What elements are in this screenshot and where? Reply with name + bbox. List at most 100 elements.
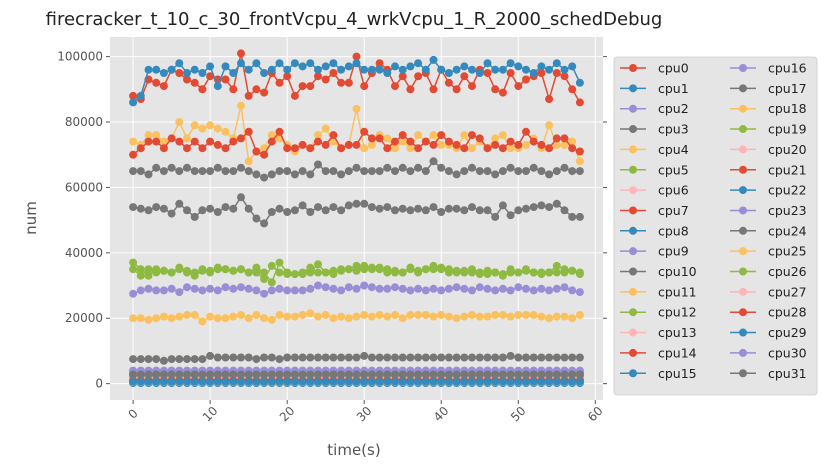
- data-point-cpu0: [306, 82, 315, 91]
- data-point-cpu17: [275, 355, 284, 364]
- data-point-cpu17: [437, 353, 446, 362]
- data-point-cpu17: [514, 353, 523, 362]
- data-point-cpu9: [306, 284, 315, 293]
- data-point-cpu19: [444, 268, 453, 277]
- data-point-cpu1: [283, 65, 292, 74]
- legend-label: cpu19: [768, 122, 807, 137]
- data-point-cpu19: [398, 268, 407, 277]
- data-point-cpu3: [275, 167, 284, 176]
- data-point-cpu3: [298, 167, 307, 176]
- data-point-cpu17: [429, 353, 438, 362]
- legend-item-cpu12: cpu12: [620, 305, 697, 320]
- data-point-cpu4: [460, 131, 469, 140]
- data-point-cpu7: [560, 134, 569, 143]
- data-point-cpu9: [213, 286, 222, 295]
- data-point-cpu19: [552, 268, 561, 277]
- data-point-cpu3: [314, 160, 322, 169]
- legend-swatch-marker: [629, 348, 637, 357]
- data-point-cpu29: [452, 377, 461, 386]
- legend-swatch-marker: [739, 186, 747, 195]
- data-point-cpu3: [152, 163, 161, 172]
- data-point-cpu0: [237, 49, 245, 58]
- data-point-cpu9: [406, 286, 415, 295]
- legend-swatch-marker: [629, 165, 637, 174]
- y-axis: 0 20000 40000 60000 80000 100000: [57, 50, 110, 391]
- data-point-cpu0: [290, 91, 299, 100]
- data-point-cpu31: [522, 370, 530, 379]
- data-point-cpu9: [344, 283, 353, 292]
- data-point-cpu0: [391, 82, 399, 91]
- data-point-cpu19: [267, 261, 276, 270]
- data-point-cpu9: [529, 286, 538, 295]
- data-point-cpu17: [352, 353, 361, 362]
- data-point-cpu10: [344, 201, 353, 210]
- data-point-cpu4: [437, 140, 446, 149]
- data-point-cpu1: [129, 98, 138, 107]
- data-point-cpu7: [391, 137, 399, 146]
- data-point-cpu7: [522, 127, 530, 136]
- data-point-cpu0: [491, 85, 500, 94]
- data-point-cpu31: [159, 370, 168, 379]
- data-point-cpu4: [506, 144, 515, 153]
- legend-swatch-marker: [629, 287, 637, 296]
- legend-item-cpu10: cpu10: [620, 264, 697, 279]
- data-point-cpu0: [314, 72, 322, 81]
- data-point-cpu1: [314, 65, 322, 74]
- legend-swatch-marker: [629, 104, 637, 113]
- data-point-cpu7: [398, 131, 407, 140]
- data-point-cpu19: [167, 268, 176, 277]
- data-point-cpu10: [398, 204, 407, 213]
- data-point-cpu4: [429, 131, 438, 140]
- data-point-cpu10: [414, 204, 423, 213]
- data-point-cpu3: [290, 170, 299, 179]
- legend-swatch-marker: [629, 369, 637, 378]
- data-point-cpu17: [575, 353, 584, 362]
- legend-label: cpu30: [768, 345, 807, 360]
- legend-item-cpu27: cpu27: [730, 284, 807, 299]
- data-point-cpu9: [352, 284, 361, 293]
- data-point-cpu3: [414, 163, 423, 172]
- data-point-cpu10: [460, 206, 469, 215]
- data-point-cpu17: [213, 353, 222, 362]
- data-point-cpu9: [568, 286, 577, 295]
- data-point-cpu0: [221, 75, 230, 84]
- legend-item-cpu22: cpu22: [730, 183, 807, 198]
- data-point-cpu1: [213, 82, 222, 91]
- data-point-cpu29: [159, 377, 168, 386]
- data-point-cpu31: [183, 370, 191, 379]
- data-point-cpu31: [483, 370, 492, 379]
- data-point-cpu10: [267, 208, 276, 216]
- data-point-cpu7: [421, 137, 430, 146]
- data-point-cpu7: [529, 137, 538, 146]
- data-point-cpu17: [360, 351, 369, 360]
- legend-item-cpu16: cpu16: [730, 61, 807, 76]
- data-point-cpu11: [414, 311, 423, 319]
- data-point-cpu7: [129, 150, 138, 159]
- x-tick-label: 50: [508, 404, 529, 425]
- data-point-cpu9: [144, 284, 153, 293]
- data-point-cpu17: [468, 353, 476, 362]
- data-point-cpu17: [552, 353, 561, 362]
- data-point-cpu3: [468, 163, 476, 172]
- data-point-cpu19: [391, 268, 399, 277]
- data-point-cpu11: [321, 311, 330, 319]
- data-point-cpu3: [537, 167, 546, 176]
- data-point-cpu4: [383, 134, 392, 143]
- data-point-cpu29: [344, 377, 353, 386]
- x-tick-label: 60: [585, 404, 606, 425]
- data-point-cpu11: [213, 314, 222, 323]
- right-axis-ticks: [603, 56, 607, 385]
- data-point-cpu10: [367, 203, 376, 212]
- data-point-cpu0: [460, 72, 469, 81]
- data-point-cpu1: [429, 55, 438, 64]
- legend-label: cpu26: [768, 264, 807, 279]
- data-point-cpu31: [537, 370, 546, 379]
- data-point-cpu29: [414, 377, 423, 386]
- data-point-cpu0: [352, 52, 361, 61]
- data-point-cpu12: [136, 265, 145, 274]
- data-point-cpu17: [329, 353, 338, 362]
- data-point-cpu7: [452, 140, 461, 149]
- data-point-cpu17: [229, 353, 238, 362]
- data-point-cpu0: [468, 82, 476, 91]
- data-point-cpu1: [514, 62, 523, 71]
